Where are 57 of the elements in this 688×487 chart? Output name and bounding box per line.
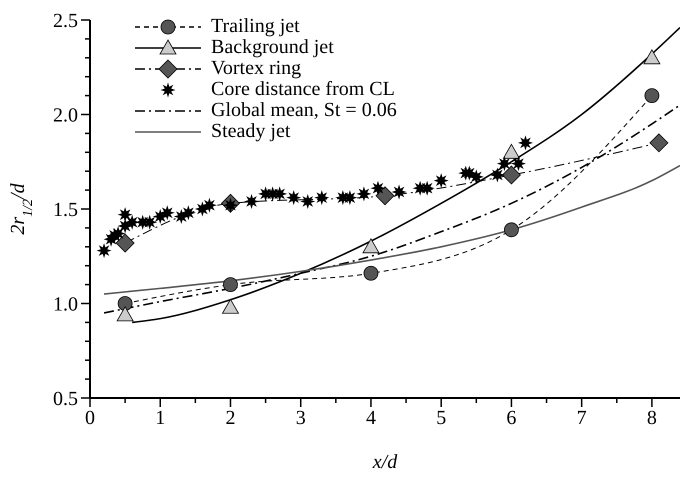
point xyxy=(160,205,175,220)
point xyxy=(300,194,316,209)
x-axis-title: x/d xyxy=(372,451,398,473)
line-series xyxy=(103,164,680,295)
point xyxy=(142,214,158,230)
point xyxy=(510,156,526,172)
x-tick-label: 2 xyxy=(225,407,236,429)
legend-label: Trailing jet xyxy=(211,15,300,38)
x-tick-label: 0 xyxy=(85,407,95,429)
point xyxy=(118,207,133,222)
x-tick-label: 3 xyxy=(296,407,306,429)
y-tick-label: 0.5 xyxy=(53,388,78,410)
legend-label: Vortex ring xyxy=(211,57,302,80)
point xyxy=(468,169,484,184)
x-tick-label: 6 xyxy=(506,407,516,429)
legend-label: Core distance from CL xyxy=(211,78,395,101)
legend-label: Background jet xyxy=(211,36,334,59)
y-tick-label: 1.0 xyxy=(53,294,78,316)
y-tick-label: 2.0 xyxy=(53,104,78,126)
point xyxy=(434,173,449,188)
point xyxy=(272,186,288,202)
point xyxy=(222,298,239,314)
point xyxy=(314,190,330,206)
x-tick-label: 5 xyxy=(436,407,446,429)
legend-label: Global mean, St = 0.06 xyxy=(211,99,397,122)
x-tick-label: 7 xyxy=(576,407,587,429)
point xyxy=(96,243,112,258)
point xyxy=(244,194,260,209)
point xyxy=(362,238,380,254)
x-tick-label: 8 xyxy=(646,407,657,429)
legend-label: Steady jet xyxy=(211,120,290,143)
point xyxy=(644,49,660,64)
point xyxy=(644,88,660,103)
point xyxy=(116,306,134,322)
point xyxy=(223,277,238,292)
point xyxy=(504,222,519,238)
point xyxy=(420,180,435,196)
point xyxy=(118,296,133,311)
point xyxy=(518,135,533,150)
point xyxy=(356,186,372,202)
y-tick-label: 1.5 xyxy=(53,199,78,221)
point xyxy=(502,166,521,184)
point xyxy=(202,198,217,213)
point xyxy=(496,156,512,172)
x-tick-label: 1 xyxy=(155,407,166,429)
point xyxy=(376,186,394,206)
point xyxy=(490,167,505,182)
point xyxy=(503,144,520,159)
point xyxy=(286,190,302,206)
point xyxy=(650,133,668,152)
point xyxy=(180,205,196,220)
point xyxy=(364,266,378,281)
y-tick-label: 2.5 xyxy=(53,10,78,32)
point xyxy=(116,234,135,252)
x-tick-label: 4 xyxy=(366,407,376,429)
point xyxy=(110,226,126,242)
point xyxy=(392,184,407,200)
